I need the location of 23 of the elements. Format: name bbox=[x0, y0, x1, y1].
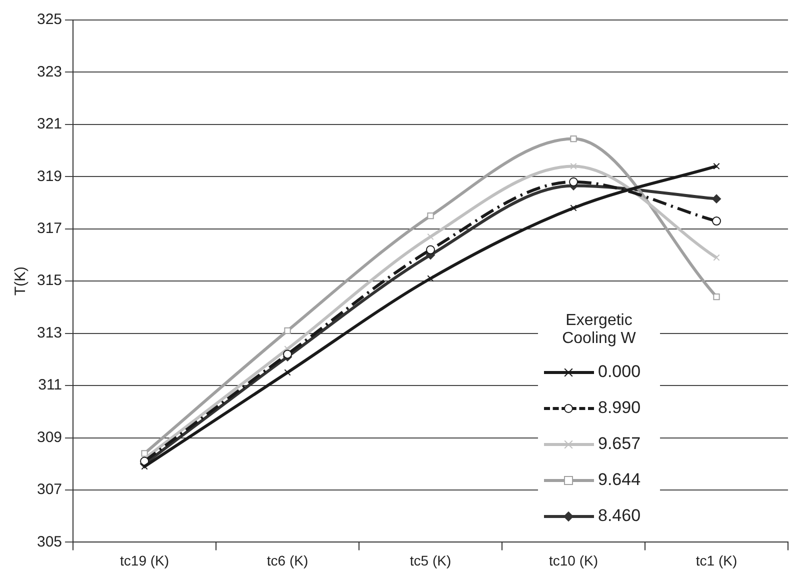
x-tick-label: tc6 (K) bbox=[266, 552, 308, 568]
legend-label: 8.460 bbox=[598, 506, 641, 526]
y-tick-label: 315 bbox=[36, 272, 62, 290]
legend-label: 8.990 bbox=[598, 398, 641, 418]
y-tick-label: 313 bbox=[36, 324, 62, 342]
y-tick-label: 311 bbox=[38, 376, 62, 394]
y-tick-label: 325 bbox=[36, 11, 62, 28]
x-tick-label: tc5 (K) bbox=[410, 552, 452, 568]
legend-label: 0.000 bbox=[598, 362, 641, 382]
y-tick-label: 317 bbox=[36, 220, 62, 238]
y-tick-label: 307 bbox=[36, 481, 62, 498]
x-tick-label: tc19 (K) bbox=[120, 552, 170, 568]
y-tick-label: 305 bbox=[36, 533, 62, 550]
x-tick-label: tc1 (K) bbox=[696, 552, 738, 568]
y-tick-label: 309 bbox=[36, 428, 62, 446]
y-tick-label: 323 bbox=[36, 63, 62, 80]
legend-title: Exergetic Cooling W bbox=[561, 312, 637, 348]
y-axis-title: T(K) bbox=[12, 266, 30, 296]
y-tick-label: 321 bbox=[36, 116, 62, 133]
legend-label: 9.657 bbox=[598, 434, 641, 454]
y-tick-label: 319 bbox=[36, 168, 62, 185]
x-tick-label: tc10 (K) bbox=[549, 552, 598, 568]
legend-label: 9.644 bbox=[598, 470, 641, 490]
